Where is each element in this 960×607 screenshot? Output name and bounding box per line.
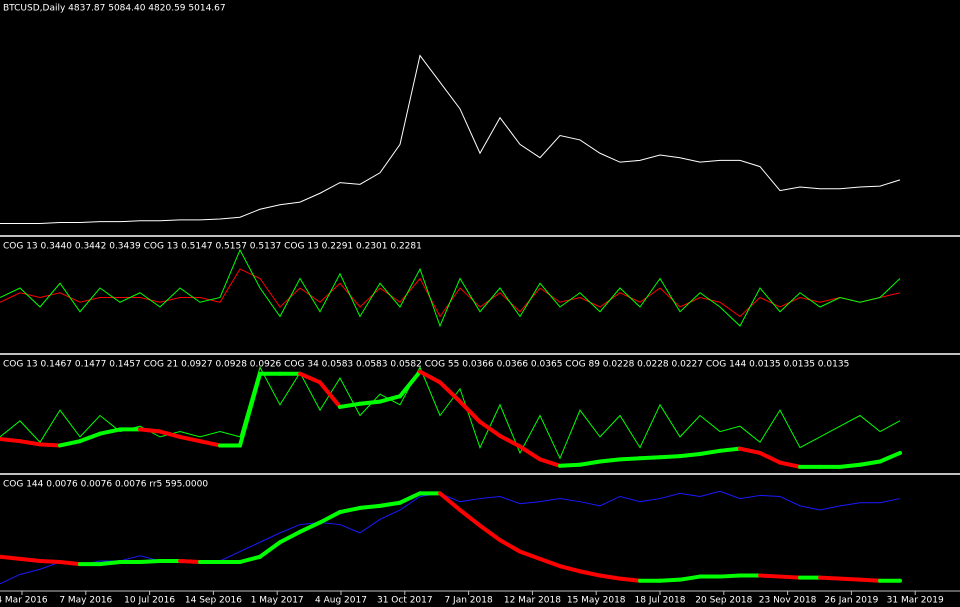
x-tick-label: 23 Nov 2018 — [759, 596, 817, 606]
indicator-segment — [698, 448, 722, 457]
indicator-segment — [578, 459, 602, 467]
indicator-segment — [518, 549, 542, 561]
indicator-segment — [858, 577, 882, 583]
series-line — [0, 490, 901, 585]
indicator-segment — [438, 380, 462, 404]
x-tick-label: 4 Aug 2017 — [315, 596, 367, 606]
indicator-segment — [238, 371, 262, 448]
indicator-segment — [718, 446, 742, 453]
indicator-segment — [0, 437, 22, 444]
indicator-segment — [38, 442, 62, 448]
indicator-segment — [758, 450, 782, 465]
x-tick-label: 18 Jul 2018 — [635, 596, 686, 606]
indicator-segment — [358, 399, 382, 406]
indicator-segment — [618, 576, 642, 583]
indicator-segment — [758, 573, 782, 579]
indicator-segment — [98, 427, 122, 436]
x-tick-label: 4 Mar 2016 — [0, 596, 48, 606]
indicator-segment — [198, 439, 222, 448]
indicator-segment — [338, 505, 362, 515]
x-tick-label: 1 May 2017 — [251, 596, 304, 606]
indicator-segment — [498, 538, 522, 554]
x-tick-label: 31 Mar 2019 — [887, 596, 944, 606]
indicator-segment — [398, 491, 422, 505]
x-tick-label: 20 Sep 2018 — [695, 596, 752, 606]
indicator-segment — [778, 574, 802, 580]
indicator-segment — [518, 444, 542, 462]
x-tick-label: 14 Sep 2016 — [185, 596, 242, 606]
indicator-segment — [738, 446, 762, 455]
indicator-segment — [778, 460, 802, 469]
indicator-segment — [838, 576, 862, 582]
indicator-segment — [718, 573, 742, 579]
indicator-segment — [478, 419, 502, 438]
indicator-segment — [658, 454, 682, 460]
indicator-segment — [358, 503, 382, 510]
indicator-segment — [598, 573, 622, 581]
indicator-segment — [278, 529, 302, 545]
indicator-segment — [378, 394, 402, 404]
pane-header: COG 13 0.3440 0.3442 0.3439 COG 13 0.514… — [3, 242, 422, 252]
indicator-segment — [78, 431, 102, 444]
indicator-segment — [18, 439, 42, 447]
indicator-segment — [678, 452, 702, 459]
indicator-segment — [58, 439, 82, 448]
indicator-segment — [318, 380, 342, 409]
pane-header: COG 13 0.1467 0.1477 0.1457 COG 21 0.092… — [3, 360, 849, 370]
indicator-segment — [298, 520, 322, 534]
indicator-segment — [458, 399, 482, 424]
indicator-segment — [818, 575, 842, 581]
indicator-segment — [618, 456, 642, 462]
indicator-segment — [498, 433, 522, 449]
indicator-segment — [238, 554, 262, 564]
indicator-segment — [438, 491, 462, 512]
indicator-segment — [158, 429, 182, 439]
indicator-segment — [138, 427, 162, 434]
indicator-segment — [38, 558, 62, 564]
indicator-segment — [178, 434, 202, 444]
indicator-segment — [0, 554, 22, 561]
x-tick-label: 12 Mar 2018 — [504, 596, 561, 606]
indicator-segment — [258, 540, 282, 559]
indicator-segment — [318, 510, 342, 525]
x-tick-label: 10 Jul 2016 — [124, 596, 175, 606]
indicator-segment — [658, 577, 682, 583]
indicator-segment — [178, 558, 202, 564]
x-tick-label: 26 Jan 2019 — [824, 596, 878, 606]
indicator-segment — [638, 455, 662, 461]
indicator-segment — [338, 401, 362, 409]
indicator-segment — [458, 508, 482, 528]
x-tick-label: 7 Jan 2018 — [444, 596, 492, 606]
indicator-segment — [838, 462, 862, 469]
x-tick-label: 31 Oct 2017 — [377, 596, 433, 606]
indicator-segment — [398, 369, 422, 399]
indicator-segment — [98, 560, 122, 567]
indicator-segment — [598, 457, 622, 464]
pane-header: BTCUSD,Daily 4837.87 5084.40 4820.59 501… — [3, 4, 226, 14]
indicator-segment — [558, 462, 582, 468]
indicator-segment — [858, 459, 882, 467]
indicator-segment — [478, 523, 502, 543]
indicator-segment — [538, 457, 562, 468]
indicator-segment — [578, 569, 602, 578]
indicator-segment — [58, 560, 82, 567]
indicator-segment — [418, 369, 442, 385]
series-line — [0, 248, 901, 328]
indicator-segment — [298, 371, 322, 385]
series-line — [0, 54, 901, 224]
indicator-segment — [558, 564, 582, 574]
indicator-segment — [878, 450, 902, 464]
x-tick-label: 7 May 2016 — [59, 596, 112, 606]
indicator-segment — [18, 556, 42, 563]
indicator-segment — [538, 556, 562, 569]
x-tick-label: 15 May 2018 — [567, 596, 626, 606]
indicator-segment — [678, 574, 702, 582]
indicator-segment — [138, 558, 162, 564]
indicator-segment — [378, 500, 402, 508]
pane-header: COG 144 0.0076 0.0076 0.0076 rr5 595.000… — [3, 480, 208, 490]
